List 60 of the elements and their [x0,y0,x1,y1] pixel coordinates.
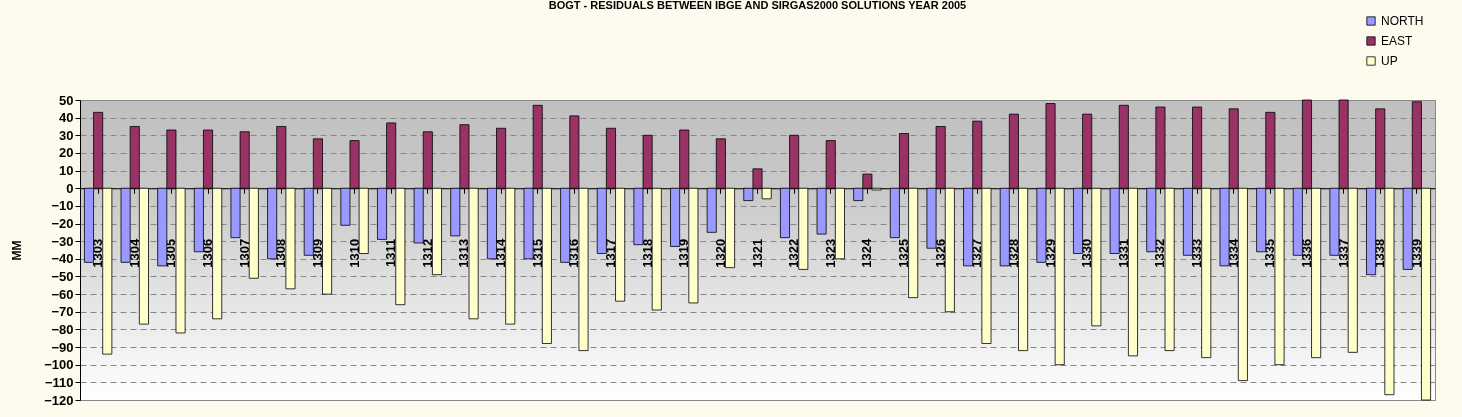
x-tick-label: 1320 [712,238,728,268]
legend-label: UP [1381,54,1398,68]
x-tick-label: 1323 [822,238,838,268]
x-tick-label: 1339 [1408,238,1424,268]
x-tick-label: 1326 [932,238,948,268]
y-tick-label: −20 [51,216,74,232]
x-tick-label: 1334 [1225,237,1241,268]
x-tick-label: 1329 [1042,238,1058,268]
x-tick-label: 1331 [1115,238,1131,268]
y-tick-label: 40 [59,110,74,126]
y-axis-title: MM [10,240,25,261]
x-tick-label: 1337 [1335,238,1351,268]
legend-label: EAST [1381,34,1414,48]
y-tick-label: −50 [51,268,74,284]
x-tick-label: 1327 [969,238,985,268]
x-tick-label: 1309 [309,238,325,268]
x-tick-label: 1328 [1005,238,1021,268]
y-tick-label: −70 [51,304,74,320]
y-tick-label: −60 [51,286,74,302]
x-tick-label: 1324 [859,237,875,268]
x-tick-label: 1305 [163,238,179,268]
x-tick-label: 1332 [1152,238,1168,268]
x-tick-label: 1333 [1189,238,1205,268]
y-tick-label: −30 [51,233,74,249]
x-tick-label: 1316 [566,238,582,268]
x-tick-label: 1322 [786,238,802,268]
x-tick-label: 1304 [126,237,142,268]
x-tick-label: 1308 [273,238,289,268]
y-tick-label: −10 [51,198,74,214]
x-tick-label: 1338 [1372,238,1388,268]
x-tick-label: 1303 [90,238,106,268]
x-tick-label: 1306 [200,238,216,268]
x-tick-label: 1310 [346,238,362,268]
x-tick-label: 1307 [236,238,252,268]
y-tick-label: −80 [51,321,74,337]
x-tick-label: 1318 [639,238,655,268]
legend-label: NORTH [1381,14,1424,28]
y-tick-label: −100 [44,357,74,373]
y-tick-label: 20 [59,145,74,161]
x-tick-label: 1314 [493,237,509,268]
x-tick-label: 1330 [1079,238,1095,268]
x-tick-label: 1317 [602,238,618,268]
x-tick-label: 1321 [749,238,765,268]
y-tick-label: −110 [44,374,74,390]
x-tick-label: 1325 [896,238,912,268]
y-tick-label: −120 [44,392,74,408]
x-tick-label: 1313 [456,238,472,268]
y-tick-label: 10 [59,163,74,179]
y-tick-label: −40 [51,251,74,267]
x-tick-label: 1335 [1262,238,1278,268]
y-tick-label: −90 [51,339,74,355]
x-tick-label: 1336 [1298,238,1314,268]
chart-title: BOGT - RESIDUALS BETWEEN IBGE AND SIRGAS2000 SOLUTIONS YEAR 2005 [548,0,967,11]
x-tick-label: 1319 [676,238,692,268]
x-tick-label: 1311 [383,238,399,267]
x-tick-label: 1312 [419,238,435,268]
x-tick-label: 1315 [529,238,545,268]
y-tick-label: 30 [59,127,74,143]
y-tick-label: 50 [59,92,74,108]
y-tick-label: 0 [66,180,74,196]
